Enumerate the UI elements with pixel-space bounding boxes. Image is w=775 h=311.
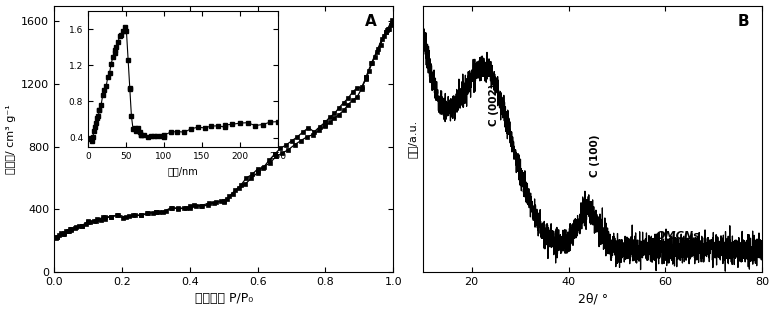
Text: A: A — [364, 14, 377, 29]
X-axis label: 2θ/ °: 2θ/ ° — [577, 292, 608, 305]
Text: OMCNs: OMCNs — [656, 231, 701, 241]
Text: C (002): C (002) — [488, 83, 498, 126]
Text: B: B — [737, 14, 749, 29]
Text: C (100): C (100) — [591, 134, 601, 177]
X-axis label: 相对压力 P/P₀: 相对压力 P/P₀ — [195, 292, 253, 305]
Y-axis label: 强度/a.u.: 强度/a.u. — [408, 120, 418, 158]
Y-axis label: 吸附量/ cm³ g⁻¹: 吸附量/ cm³ g⁻¹ — [5, 104, 16, 174]
